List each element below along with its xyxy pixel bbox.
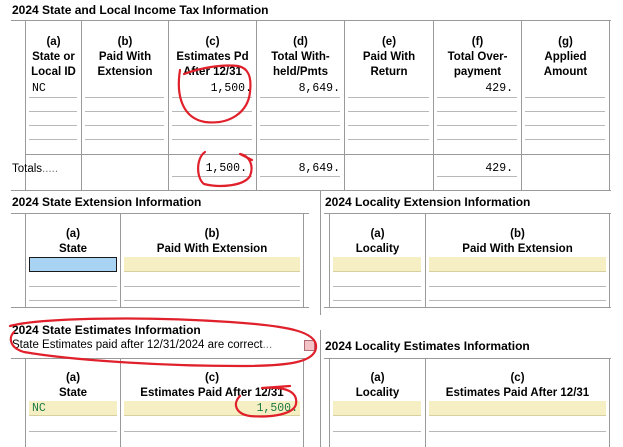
col-f-header: (f) Total Over- payment	[447, 36, 508, 78]
loc-est-col-a-header: (a) Locality	[355, 372, 400, 399]
income-total-overpayment-cell[interactable]: 429.	[485, 82, 513, 95]
loc-est-col-c-header: (c) Estimates Paid After 12/31	[445, 372, 590, 399]
income-state-cell[interactable]: NC	[32, 82, 46, 95]
state-estimates-confirm-text: State Estimates paid after 12/31/2024 ar…	[12, 339, 273, 351]
col-b-header: (b) Paid With Extension	[97, 36, 153, 78]
col-d-header: (d) Total With- held/Pmts	[271, 36, 330, 78]
loc-ext-col-a-header: (a) Locality	[355, 228, 400, 255]
income-total-withheld-cell[interactable]: 8,649.	[298, 82, 340, 95]
loc-ext-paid-input[interactable]	[429, 257, 606, 272]
income-tax-title: 2024 State and Local Income Tax Informat…	[12, 3, 269, 17]
income-estimates-after-cell[interactable]: 1,500.	[210, 82, 252, 95]
state-estimates-confirm-checkbox[interactable]	[304, 340, 315, 351]
state-est-state-input[interactable]	[29, 401, 117, 416]
totals-total-withheld: 8,649.	[298, 162, 340, 175]
loc-ext-col-b-header: (b) Paid With Extension	[462, 228, 573, 255]
state-ext-state-input-selected[interactable]	[29, 257, 117, 272]
state-extension-title: 2024 State Extension Information	[12, 195, 202, 209]
locality-extension-title: 2024 Locality Extension Information	[325, 195, 531, 209]
state-est-state-value: NC	[32, 402, 46, 415]
totals-estimates-after: 1,500.	[205, 162, 247, 175]
col-a-header: (a) State or Local ID	[31, 36, 76, 78]
col-e-header: (e) Paid With Return	[362, 36, 416, 78]
loc-ext-locality-input[interactable]	[333, 257, 421, 272]
state-est-amount-value: 1,500.	[256, 402, 298, 415]
state-estimates-title: 2024 State Estimates Information	[12, 323, 201, 337]
loc-est-locality-input[interactable]	[333, 401, 421, 416]
state-est-col-c-header: (c) Estimates Paid After 12/31	[140, 372, 284, 399]
state-ext-col-b-header: (b) Paid With Extension	[156, 228, 268, 255]
state-ext-paid-input[interactable]	[124, 257, 300, 272]
totals-label: Totals.....	[12, 163, 59, 175]
totals-total-overpayment: 429.	[485, 162, 513, 175]
col-c-header: (c) Estimates Pd After 12/31	[176, 36, 249, 78]
state-est-col-a-header: (a) State	[58, 372, 88, 399]
loc-est-amount-input[interactable]	[429, 401, 606, 416]
col-g-header: (g) Applied Amount	[543, 36, 588, 78]
locality-estimates-title: 2024 Locality Estimates Information	[325, 339, 530, 353]
state-ext-col-a-header: (a) State	[58, 228, 88, 255]
